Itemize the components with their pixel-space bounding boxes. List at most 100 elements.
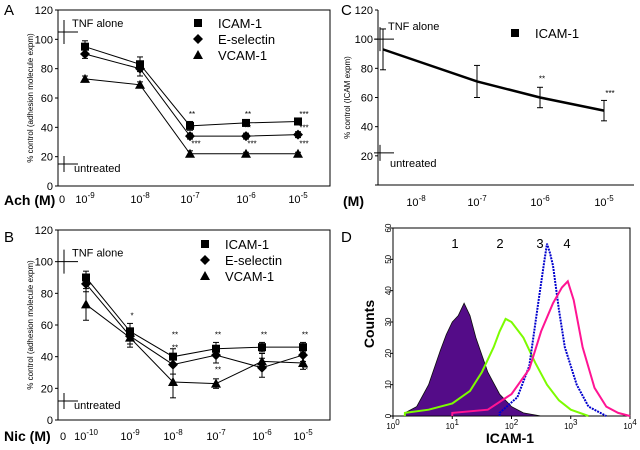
y-tick-label: 80: [41, 288, 53, 300]
series-line: [382, 48, 605, 112]
histogram-label: 2: [496, 236, 503, 251]
x-tick-label: 104: [623, 418, 637, 431]
data-point: [135, 79, 145, 89]
significance-label: ***: [247, 139, 256, 148]
y-tick-label: 120: [35, 225, 53, 237]
y-tick-label: 60: [361, 93, 373, 105]
y-axis-label: % control (adhesion molecule expm): [26, 260, 35, 390]
legend-label: ICAM-1: [218, 16, 262, 31]
y-tick-label: 20: [384, 348, 393, 357]
x-axis-label: Ach (M): [4, 192, 55, 208]
x-tick-label: 0: [59, 194, 65, 206]
legend-marker: [193, 50, 203, 59]
x-axis-label: (M): [343, 193, 364, 209]
histogram-2: [403, 317, 589, 417]
legend-marker: [193, 34, 203, 44]
significance-label: **: [245, 110, 251, 119]
legend-label: E-selectin: [218, 32, 275, 47]
x-tick-label: 0: [60, 431, 66, 443]
x-tick-label: 10-5: [293, 428, 313, 443]
legend-marker: [194, 19, 202, 27]
panel-b: B 0 20 40 60 80 100 120 % control (adhesion mole…: [4, 225, 331, 444]
significance-label: **: [261, 331, 267, 340]
untreated-label: untreated: [74, 163, 120, 175]
significance-label: ***: [299, 110, 308, 119]
data-point: [293, 148, 303, 158]
y-tick-label: 0: [47, 181, 53, 193]
y-tick-label: 0: [384, 413, 393, 418]
y-axis-label: Counts: [361, 300, 377, 348]
data-point: [81, 299, 91, 309]
tnf-alone-label: TNF alone: [388, 21, 439, 33]
tnf-alone-label: TNF alone: [72, 18, 123, 30]
legend-label: ICAM-1: [225, 237, 269, 252]
y-axis-label: % control (adhesion molecule expm): [26, 33, 35, 163]
series-icam-1: [380, 28, 607, 122]
data-point: [125, 332, 135, 342]
significance-label: ***: [191, 139, 200, 148]
histogram-1: [404, 302, 542, 417]
histogram-label: 3: [536, 236, 543, 251]
panel-letter: B: [4, 229, 14, 246]
x-tick-label: 10-5: [594, 194, 614, 209]
series-e-selectin: [80, 49, 303, 142]
data-point: [168, 359, 178, 370]
significance-label: **: [172, 343, 178, 352]
legend-marker: [511, 29, 519, 37]
data-point: [241, 148, 251, 158]
x-tick-label: 103: [564, 418, 578, 431]
y-tick-label: 120: [355, 5, 373, 17]
x-axis-label: Nic (M): [4, 428, 51, 444]
x-tick-label: 10-6: [252, 428, 272, 443]
legend-label: VCAM-1: [218, 48, 267, 63]
legend-marker: [200, 271, 210, 280]
data-point: [185, 148, 195, 158]
x-tick-label: 10-9: [75, 191, 95, 206]
panel-c: C 20 40 60 80 100 120 % control (ICAM expm) (M) 1…: [341, 2, 634, 209]
data-point: [299, 343, 307, 352]
data-point: [293, 129, 303, 140]
y-tick-label: 40: [384, 286, 393, 295]
y-tick-label: 10: [384, 380, 393, 389]
panel-d: D 0 10 20 30 40 50 60 100 101 102 103 104 ICAM-1 Count…: [341, 223, 637, 446]
plot-frame: [57, 9, 331, 187]
series-line: [85, 277, 303, 358]
x-tick-label: 10-6: [236, 191, 256, 206]
significance-label: **: [189, 123, 195, 132]
data-point: [257, 356, 267, 366]
y-tick-label: 60: [384, 223, 393, 232]
data-point: [241, 131, 251, 142]
untreated-label: untreated: [74, 400, 120, 412]
histogram-label: 1: [451, 236, 458, 251]
series-line: [85, 304, 304, 385]
legend-marker: [200, 255, 210, 265]
y-tick-label: 80: [41, 64, 53, 76]
data-point: [211, 350, 221, 361]
x-tick-label: 10-9: [120, 428, 140, 443]
significance-label: **: [302, 331, 308, 340]
y-tick-label: 100: [35, 34, 53, 46]
x-axis-label: ICAM-1: [486, 430, 534, 446]
significance-label: **: [302, 366, 308, 375]
histogram-label: 4: [563, 236, 570, 251]
significance-label: **: [245, 123, 251, 132]
significance-label: ***: [299, 123, 308, 132]
y-tick-label: 0: [47, 415, 53, 427]
histogram-3: [498, 243, 607, 417]
series-vcam-1: [80, 73, 303, 158]
significance-label: ***: [605, 89, 614, 98]
data-point: [185, 131, 195, 142]
x-tick-label: 10-8: [406, 194, 426, 209]
panel-letter: D: [341, 229, 352, 246]
significance-label: **: [189, 110, 195, 119]
data-point: [80, 49, 90, 59]
y-tick-label: 30: [384, 317, 393, 326]
panel-letter: A: [4, 2, 14, 19]
data-point: [242, 118, 250, 127]
x-tick-label: 10-8: [163, 428, 183, 443]
x-tick-label: 10-7: [180, 191, 200, 206]
x-tick-label: 10-7: [206, 428, 226, 443]
x-tick-label: 10-5: [288, 191, 308, 206]
untreated-label: untreated: [390, 158, 436, 170]
series-vcam-1: [81, 288, 308, 399]
